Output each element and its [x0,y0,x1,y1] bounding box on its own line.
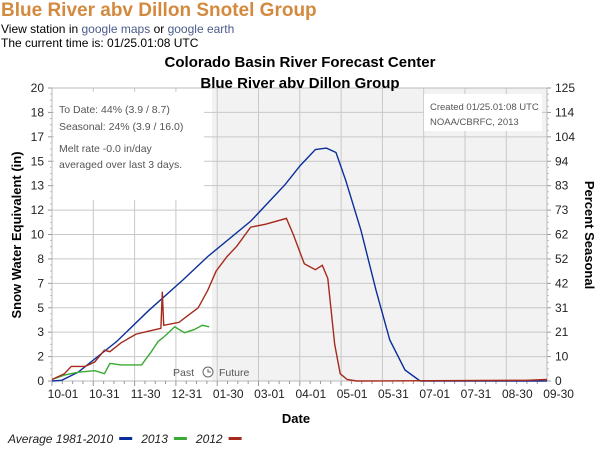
y-tick-label: 2 [37,350,44,364]
y-right-tick-label: 83 [555,179,569,193]
x-tick-label: 10-01 [48,387,79,401]
x-tick-label: 04-01 [295,387,326,401]
current-time: The current time is: 01/25.01:08 UTC [1,36,199,50]
y-right-tick-label: 73 [555,203,569,217]
stats-box [54,92,204,200]
x-tick-label: 07-01 [419,387,450,401]
view-station-line: View station in google maps or google ea… [1,22,234,36]
y-right-tick-label: 31 [555,301,569,315]
y-tick-label: 10 [31,228,45,242]
ticks: 0 0 2 10 3 21 5 31 7 42 8 52 10 62 12 73 13 83 15 94 17 104 18… [31,81,576,401]
y-tick-label: 8 [37,252,44,266]
credit-org: NOAA/CBRFC, 2013 [430,117,519,128]
google-earth-link[interactable]: google earth [167,22,235,36]
y-tick-label: 17 [31,130,45,144]
y-tick-label: 0 [37,374,44,388]
series-line-average-1981-2010 [51,147,547,382]
y-tick-label: 15 [31,154,45,168]
melt-rate-note: averaged over last 3 days. [59,159,182,171]
y-right-tick-label: 21 [555,325,569,339]
y-right-tick-label: 0 [555,374,562,388]
series-line-2012 [51,217,548,382]
x-tick-label: 03-01 [254,387,285,401]
x-tick-label: 05-31 [378,387,409,401]
y-right-tick-label: 94 [555,154,569,168]
y-tick-label: 5 [37,301,44,315]
credit-box [424,94,542,131]
station-title: Blue River abv Dillon Snotel Group [1,0,317,21]
legend-swatch [228,437,242,440]
y-axis-label: Snow Water Equivalent (in) [9,151,24,318]
clock-icon [202,366,214,378]
x-tick-label: 09-30 [543,387,574,401]
chart-subtitle: Blue River abv Dillon Group [200,75,399,92]
google-maps-link[interactable]: google maps [81,22,151,36]
y-right-tick-label: 42 [555,276,569,290]
x-tick-label: 10-31 [89,387,120,401]
y-right-axis-label: Percent Seasonal [582,181,597,289]
y-tick-label: 20 [31,81,45,95]
x-axis-label: Date [282,411,310,426]
x-tick-label: 08-30 [502,387,533,401]
y-tick-label: 3 [37,325,44,339]
or-text: or [153,22,165,36]
legend: Average 1981-2010 2013 2012 [7,432,242,446]
x-tick-label: 12-31 [172,387,203,401]
legend-label: Average 1981-2010 [7,432,114,446]
x-tick-label: 05-01 [337,387,368,401]
to-date-stat: To Date: 44% (3.9 / 8.7) [59,104,170,116]
y-right-tick-label: 125 [555,81,575,95]
seasonal-stat: Seasonal: 24% (3.9 / 16.0) [59,121,183,133]
future-label: Future [219,367,250,379]
chart-title: Colorado Basin River Forecast Center [165,54,436,71]
y-right-tick-label: 104 [555,130,575,144]
x-tick-label: 11-30 [131,387,161,401]
melt-rate-stat: Melt rate -0.0 in/day [59,143,153,155]
y-tick-label: 7 [37,276,44,290]
legend-label: 2013 [140,432,168,446]
created-timestamp: Created 01/25.01:08 UTC [430,102,539,113]
past-label: Past [173,367,194,379]
legend-label: 2012 [195,432,223,446]
x-tick-label: 07-31 [461,387,492,401]
series-line-2013 [51,324,210,381]
y-right-tick-label: 62 [555,228,569,242]
y-tick-label: 18 [31,105,45,119]
y-right-tick-label: 52 [555,252,569,266]
series-lines [51,147,548,382]
view-prefix: View station in [1,22,79,36]
y-tick-label: 12 [31,203,45,217]
legend-swatch [173,437,187,440]
y-right-tick-label: 114 [555,105,574,119]
y-tick-label: 13 [31,179,45,193]
legend-swatch [119,437,133,440]
y-right-tick-label: 10 [555,350,569,364]
x-tick-label: 01-30 [213,387,244,401]
